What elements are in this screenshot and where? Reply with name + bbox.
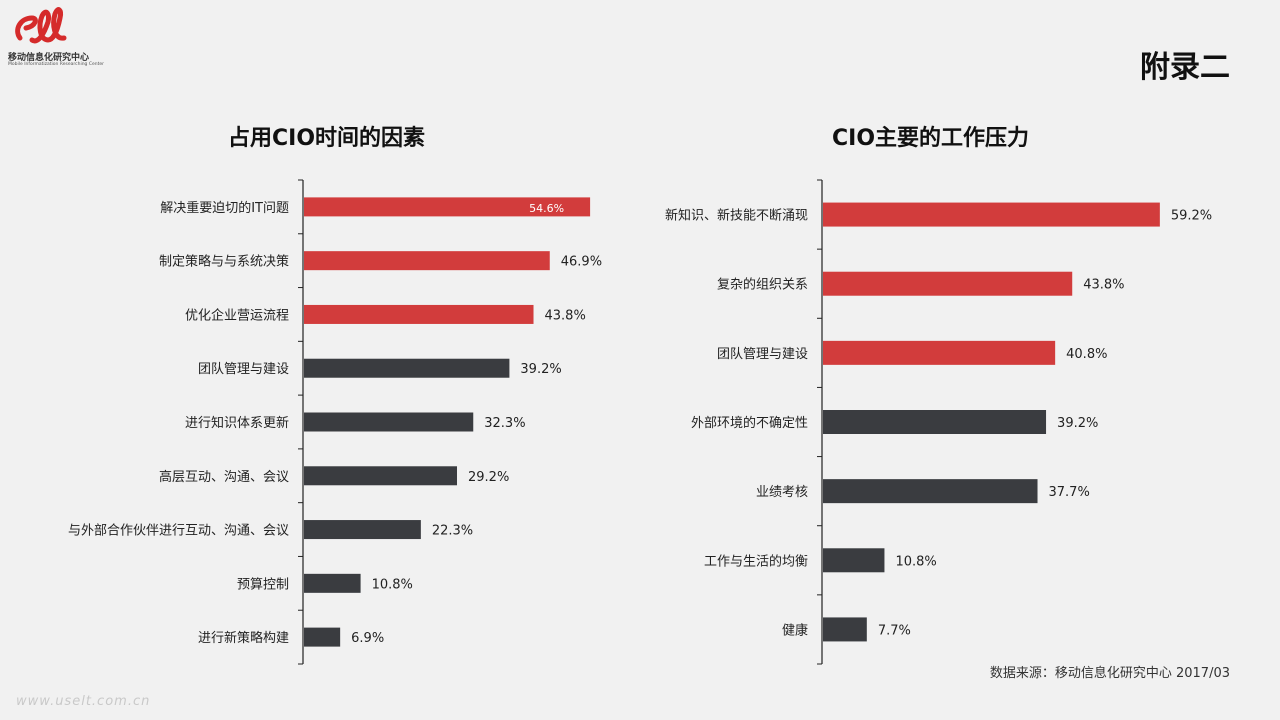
- value-label: 46.9%: [561, 255, 602, 270]
- value-label: 10.8%: [895, 554, 936, 569]
- value-label: 32.3%: [484, 416, 525, 431]
- value-label: 6.9%: [351, 631, 384, 646]
- category-label: 健康: [782, 622, 808, 638]
- bar: [304, 520, 421, 540]
- category-label: 复杂的组织关系: [717, 277, 808, 293]
- category-label: 优化企业营运流程: [185, 307, 289, 323]
- value-label: 10.8%: [372, 577, 413, 592]
- value-label: 7.7%: [878, 623, 911, 638]
- value-label: 37.7%: [1049, 485, 1090, 500]
- bar: [304, 466, 458, 486]
- category-label: 进行知识体系更新: [185, 415, 289, 431]
- value-label: 22.3%: [432, 524, 473, 539]
- bar: [304, 197, 591, 217]
- bar: [304, 251, 550, 271]
- category-label: 新知识、新技能不断涌现: [665, 208, 808, 224]
- bar: [823, 202, 1160, 227]
- bar: [823, 617, 867, 642]
- value-label: 40.8%: [1066, 347, 1107, 362]
- value-label: 54.6%: [529, 202, 564, 215]
- logo: 移动信息化研究中心 Mobile Informatization Researc…: [6, 4, 104, 70]
- category-label: 团队管理与建设: [198, 362, 289, 377]
- bar: [823, 548, 885, 573]
- logo-mark-icon: [15, 7, 67, 44]
- value-label: 39.2%: [1057, 416, 1098, 431]
- value-label: 43.8%: [545, 308, 586, 323]
- category-label: 预算控制: [237, 577, 289, 592]
- watermark: www.uselt.com.cn: [16, 694, 151, 709]
- category-label: 高层互动、沟通、会议: [159, 469, 289, 485]
- bar: [823, 340, 1056, 365]
- bar: [823, 410, 1047, 434]
- logo-text-en: Mobile Informatization Researching Cente…: [8, 62, 104, 67]
- bar: [304, 358, 510, 378]
- value-label: 29.2%: [468, 470, 509, 485]
- value-label: 59.2%: [1171, 209, 1212, 224]
- category-label: 与外部合作伙伴进行互动、沟通、会议: [68, 524, 289, 539]
- bar: [823, 479, 1038, 504]
- bar: [304, 304, 534, 324]
- appendix-label: 附录二: [1140, 50, 1230, 85]
- chart-title-right: CIO主要的工作压力: [832, 126, 1030, 151]
- bar: [304, 573, 361, 593]
- category-label: 业绩考核: [756, 485, 808, 500]
- value-label: 43.8%: [1083, 278, 1124, 293]
- category-label: 制定策略与与系统决策: [159, 254, 289, 270]
- bar: [304, 627, 341, 647]
- bar: [823, 271, 1073, 296]
- value-label: 39.2%: [520, 362, 561, 377]
- category-label: 工作与生活的均衡: [704, 553, 808, 569]
- category-label: 进行新策略构建: [198, 630, 289, 646]
- logo-text-cn: 移动信息化研究中心: [8, 53, 90, 63]
- bar: [304, 412, 474, 432]
- chart-title-left: 占用CIO时间的因素: [228, 126, 426, 151]
- category-label: 解决重要迫切的IT问题: [160, 200, 289, 216]
- category-label: 外部环境的不确定性: [691, 415, 808, 431]
- category-label: 团队管理与建设: [717, 347, 808, 362]
- data-source: 数据来源：移动信息化研究中心 2017/03: [989, 666, 1230, 681]
